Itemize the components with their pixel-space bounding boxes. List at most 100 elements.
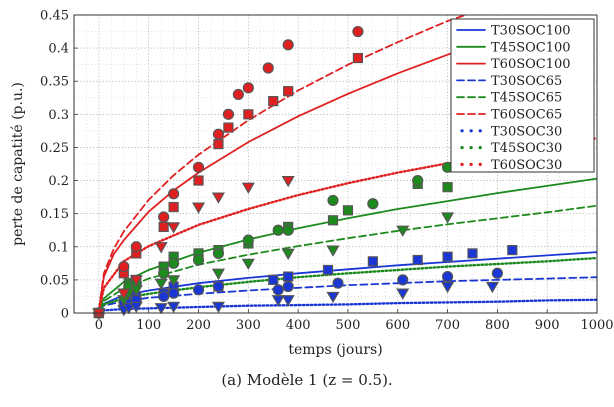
marker-circle — [158, 211, 170, 223]
curve-T60SOC65 — [98, 15, 469, 311]
marker-triangle — [211, 192, 225, 204]
marker-square — [223, 122, 234, 133]
y-axis-label: perte de capatité (p.u.) — [10, 82, 26, 246]
marker-triangle — [281, 175, 295, 188]
marker-circle — [212, 280, 225, 293]
marker-triangle — [129, 301, 143, 314]
marker-triangle — [154, 303, 168, 315]
marker-square — [268, 95, 279, 107]
marker-square — [342, 205, 354, 216]
marker-circle — [412, 174, 424, 187]
marker-circle — [272, 224, 284, 236]
legend-label: T45SOC30 — [491, 141, 562, 156]
x-tick-label: 700 — [435, 318, 460, 333]
y-tick-label: 0.15 — [40, 207, 69, 222]
marker-square — [327, 215, 339, 226]
marker-circle — [130, 241, 142, 253]
marker-triangle — [485, 281, 499, 294]
marker-square — [352, 52, 364, 64]
x-tick-label: 100 — [136, 318, 161, 333]
marker-triangle — [154, 242, 168, 254]
marker-circle — [367, 198, 379, 210]
marker-circle — [397, 274, 409, 286]
marker-triangle — [129, 275, 143, 287]
x-tick-label: 800 — [485, 318, 510, 333]
measurement-points — [92, 25, 518, 320]
marker-circle — [282, 280, 294, 293]
marker-triangle — [92, 308, 106, 320]
marker-triangle — [441, 281, 455, 294]
marker-circle — [168, 257, 180, 269]
marker-circle — [352, 25, 364, 38]
marker-circle — [232, 88, 244, 101]
x-axis-label: temps (jours) — [288, 342, 382, 358]
legend-label: T60SOC65 — [491, 108, 562, 123]
marker-triangle — [281, 295, 295, 307]
marker-square — [322, 264, 334, 276]
x-tick-label: 300 — [236, 318, 261, 333]
marker-circle — [327, 194, 339, 207]
legend-label: T30SOC30 — [491, 124, 562, 139]
x-tick-label: 1000 — [580, 318, 613, 333]
marker-triangle — [117, 288, 131, 300]
marker-circle — [441, 270, 454, 283]
marker-triangle — [241, 258, 255, 271]
marker-triangle — [241, 182, 255, 194]
marker-triangle — [167, 222, 181, 234]
marker-triangle — [271, 295, 285, 307]
marker-circle — [212, 247, 225, 259]
x-tick-label: 200 — [186, 318, 211, 333]
marker-square — [158, 221, 169, 233]
marker-triangle — [326, 291, 340, 304]
marker-triangle — [211, 301, 225, 314]
legend-label: T30SOC100 — [491, 24, 571, 39]
marker-circle — [262, 62, 274, 74]
marker-triangle — [396, 225, 410, 237]
y-tick-label: 0.3 — [48, 108, 69, 123]
x-tick-label: 400 — [286, 318, 311, 333]
y-tick-label: 0.25 — [40, 141, 69, 156]
x-tick-label: 600 — [385, 318, 410, 333]
marker-circle — [192, 284, 205, 296]
y-tick-label: 0.4 — [48, 42, 69, 57]
legend-label: T45SOC100 — [491, 40, 571, 55]
x-tick-label: 0 — [95, 318, 103, 333]
x-tick-label: 500 — [336, 318, 361, 333]
marker-triangle — [191, 202, 206, 214]
marker-triangle — [441, 212, 455, 224]
marker-triangle — [122, 303, 136, 315]
marker-circle — [242, 82, 254, 94]
marker-square — [507, 244, 518, 256]
marker-square — [442, 251, 453, 262]
marker-square — [467, 248, 478, 259]
marker-square — [367, 256, 378, 267]
marker-circle — [192, 254, 205, 266]
marker-square — [168, 201, 179, 213]
marker-square — [412, 254, 423, 266]
marker-triangle — [396, 288, 410, 300]
figure-caption: (a) Modèle 1 (z = 0.5). — [221, 371, 392, 389]
legend-label: T60SOC30 — [491, 158, 562, 173]
marker-triangle — [167, 275, 181, 287]
marker-circle — [158, 267, 170, 279]
x-tick-label: 900 — [535, 318, 560, 333]
legend-label: T60SOC100 — [491, 57, 571, 72]
marker-circle — [332, 277, 344, 289]
marker-triangle — [154, 278, 168, 290]
marker-square — [283, 86, 294, 97]
marker-circle — [192, 161, 205, 173]
plot-frame — [73, 14, 598, 314]
y-tick-label: 0.45 — [40, 9, 69, 24]
marker-square — [213, 139, 224, 150]
y-tick-label: 0 — [61, 307, 69, 322]
marker-square — [243, 109, 254, 120]
marker-circle — [272, 284, 284, 296]
marker-square — [268, 274, 279, 285]
marker-circle — [168, 287, 180, 299]
marker-circle — [491, 267, 503, 279]
marker-circle — [242, 234, 254, 246]
y-tick-label: 0.05 — [40, 273, 69, 288]
marker-circle — [212, 128, 225, 140]
